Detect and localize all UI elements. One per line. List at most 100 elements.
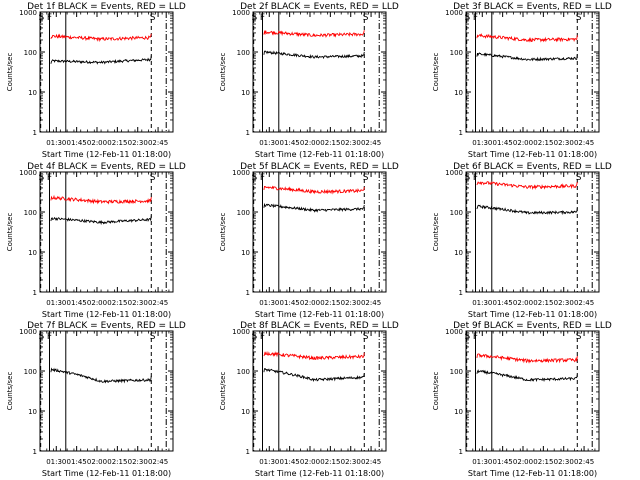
y-tick-label: 10 [28,249,37,257]
panel-title: Det 2f BLACK = Events, RED = LLD [240,2,399,12]
plot-frame [252,330,387,452]
x-axis-label: Start Time (12-Feb-11 01:18:00) [468,310,597,319]
y-tick-label: 1000 [19,328,37,336]
plot-frame [465,11,600,133]
y-tick-label: 10 [454,89,463,97]
x-tick-label: 01:45 [280,139,300,147]
y-tick-label: 10 [28,89,37,97]
events-series-line [263,50,365,60]
panel-title: Det 7f BLACK = Events, RED = LLD [27,321,186,331]
x-tick-label: 02:30 [128,299,148,307]
x-tick-label: 02:15 [533,139,553,147]
panel-title: Det 5f BLACK = Events, RED = LLD [240,162,399,172]
x-tick-label: 02:15 [107,139,127,147]
marker-label: S [363,173,369,183]
marker-label: S [363,13,369,23]
x-tick-label: 02:15 [320,139,340,147]
chart-panel-2: Det 2f BLACK = Events, RED = LLD Counts/s… [219,2,399,159]
marker-label: S [576,13,582,23]
y-tick-label: 1 [246,129,250,137]
y-tick-label: 1000 [232,169,250,177]
events-series-line [263,202,365,213]
marker-label: S [38,13,44,23]
y-axis-label: Counts/sec [6,53,14,92]
marker-label: S [150,13,156,23]
chart-panel-8: Det 8f BLACK = Events, RED = LLD Counts/s… [219,321,399,478]
chart-panel-9: Det 9f BLACK = Events, RED = LLD Counts/s… [432,321,612,478]
x-tick-label: 01:45 [280,458,300,466]
plot-frame [252,171,387,293]
y-axis-label: Counts/sec [219,53,227,92]
plot-frame [465,330,600,452]
y-tick-label: 100 [237,368,250,376]
x-axis-label: Start Time (12-Feb-11 01:18:00) [42,150,171,159]
x-tick-label: 01:30 [46,458,66,466]
lld-series-line [263,185,365,195]
y-tick-label: 1 [459,448,463,456]
y-axis-label: Counts/sec [432,53,440,92]
y-tick-label: 1000 [445,9,463,17]
x-tick-label: 02:15 [320,299,340,307]
panel-title: Det 4f BLACK = Events, RED = LLD [27,162,186,172]
y-tick-label: 1000 [232,9,250,17]
y-tick-label: 100 [237,49,250,57]
y-tick-label: 1000 [445,169,463,177]
x-tick-label: 01:45 [493,139,513,147]
x-tick-label: 02:30 [341,139,361,147]
lld-series-line [476,180,578,191]
chart-panel-3: Det 3f BLACK = Events, RED = LLD Counts/s… [432,2,612,159]
marker-label: S [576,173,582,183]
x-tick-label: 01:45 [493,458,513,466]
x-tick-label: 01:30 [46,299,66,307]
chart-panel-5: Det 5f BLACK = Events, RED = LLD Counts/s… [219,162,399,319]
x-tick-label: 02:00 [87,299,107,307]
x-tick-label: 02:00 [300,299,320,307]
x-axis-label: Start Time (12-Feb-11 01:18:00) [255,150,384,159]
x-tick-label: 01:30 [46,139,66,147]
lld-series-line [476,33,578,43]
marker-label: F [47,13,52,23]
y-tick-label: 100 [24,209,37,217]
y-axis-label: Counts/sec [219,213,227,252]
y-tick-label: 10 [241,249,250,257]
x-tick-label: 01:30 [472,299,492,307]
y-tick-label: 1 [33,448,37,456]
y-tick-label: 10 [28,408,37,416]
x-tick-label: 02:30 [128,139,148,147]
lld-series-line [263,350,365,361]
marker-label: F [47,332,52,342]
y-tick-label: 1 [459,129,463,137]
x-tick-label: 02:00 [300,458,320,466]
y-axis-label: Counts/sec [6,213,14,252]
marker-label: S [363,332,369,342]
marker-label: S [576,332,582,342]
plot-frame [39,11,174,133]
marker-label: S [251,332,257,342]
x-tick-label: 02:45 [148,299,168,307]
x-tick-label: 02:30 [128,458,148,466]
chart-panel-1: Det 1f BLACK = Events, RED = LLD Counts/s… [6,2,186,159]
plot-frame [252,11,387,133]
x-tick-label: 02:30 [341,299,361,307]
y-tick-label: 10 [241,408,250,416]
events-series-line [476,52,578,62]
y-tick-label: 1000 [445,328,463,336]
chart-panel-6: Det 6f BLACK = Events, RED = LLD Counts/s… [432,162,612,319]
lld-series-line [50,194,152,205]
y-tick-label: 100 [450,49,463,57]
y-tick-label: 1000 [19,169,37,177]
marker-label: F [47,173,52,183]
x-tick-label: 02:45 [148,458,168,466]
x-tick-label: 01:45 [493,299,513,307]
marker-label: F [260,332,265,342]
events-series-line [476,204,578,216]
chart-panel-7: Det 7f BLACK = Events, RED = LLD Counts/s… [6,321,186,478]
events-series-line [50,55,152,65]
y-tick-label: 1 [246,289,250,297]
x-tick-label: 01:45 [67,299,87,307]
x-axis-label: Start Time (12-Feb-11 01:18:00) [468,150,597,159]
x-tick-label: 02:30 [554,458,574,466]
y-tick-label: 100 [450,368,463,376]
y-tick-label: 100 [237,209,250,217]
